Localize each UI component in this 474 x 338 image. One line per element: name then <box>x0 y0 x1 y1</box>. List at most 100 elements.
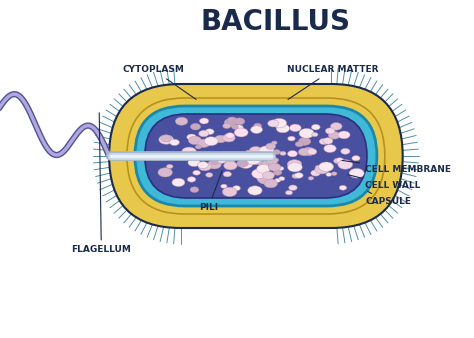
Ellipse shape <box>330 123 342 130</box>
Ellipse shape <box>224 161 237 170</box>
Ellipse shape <box>278 167 284 170</box>
Ellipse shape <box>336 158 344 163</box>
Ellipse shape <box>158 168 173 177</box>
Ellipse shape <box>338 131 350 139</box>
Ellipse shape <box>222 187 237 196</box>
Ellipse shape <box>323 138 333 144</box>
Ellipse shape <box>268 154 275 159</box>
Ellipse shape <box>254 123 262 128</box>
Ellipse shape <box>187 177 196 182</box>
Ellipse shape <box>235 125 243 130</box>
Ellipse shape <box>272 118 287 128</box>
Text: BACILLUS: BACILLUS <box>201 8 351 36</box>
Ellipse shape <box>197 139 210 147</box>
Ellipse shape <box>256 173 271 183</box>
Ellipse shape <box>251 126 263 134</box>
Ellipse shape <box>315 165 322 169</box>
Text: NUCLEAR MATTER: NUCLEAR MATTER <box>286 66 378 99</box>
Ellipse shape <box>252 169 267 178</box>
Ellipse shape <box>161 135 172 142</box>
Ellipse shape <box>319 139 328 145</box>
FancyBboxPatch shape <box>127 98 385 214</box>
Ellipse shape <box>208 160 221 169</box>
Ellipse shape <box>231 125 238 129</box>
Ellipse shape <box>290 124 301 131</box>
Ellipse shape <box>166 164 173 169</box>
Ellipse shape <box>256 165 270 173</box>
Ellipse shape <box>341 148 350 154</box>
Text: CELL MEMBRANE: CELL MEMBRANE <box>342 161 451 174</box>
Ellipse shape <box>295 142 303 147</box>
Ellipse shape <box>206 173 213 177</box>
Ellipse shape <box>258 162 264 165</box>
Ellipse shape <box>328 131 340 139</box>
Text: CAPSULE: CAPSULE <box>365 191 411 207</box>
Ellipse shape <box>311 124 320 130</box>
Ellipse shape <box>182 147 196 156</box>
Ellipse shape <box>234 118 245 125</box>
Ellipse shape <box>170 139 179 145</box>
Ellipse shape <box>292 174 299 178</box>
Ellipse shape <box>334 158 343 164</box>
Ellipse shape <box>248 186 262 195</box>
Ellipse shape <box>188 136 201 145</box>
Ellipse shape <box>280 151 286 155</box>
Ellipse shape <box>287 160 302 169</box>
Ellipse shape <box>299 138 311 145</box>
Ellipse shape <box>349 168 364 178</box>
Ellipse shape <box>259 152 270 159</box>
Ellipse shape <box>308 176 314 180</box>
Ellipse shape <box>299 128 314 138</box>
Ellipse shape <box>201 153 210 159</box>
Ellipse shape <box>254 160 262 165</box>
Ellipse shape <box>200 118 209 124</box>
Ellipse shape <box>218 158 226 163</box>
Ellipse shape <box>221 184 227 188</box>
Ellipse shape <box>175 117 188 125</box>
Ellipse shape <box>294 173 303 178</box>
Ellipse shape <box>245 150 253 155</box>
Ellipse shape <box>288 150 297 157</box>
Ellipse shape <box>324 145 336 152</box>
Text: PILI: PILI <box>199 171 222 213</box>
Ellipse shape <box>211 160 219 165</box>
Ellipse shape <box>195 145 201 149</box>
Ellipse shape <box>307 149 317 155</box>
Ellipse shape <box>325 128 335 134</box>
Ellipse shape <box>298 148 310 156</box>
Ellipse shape <box>191 123 201 130</box>
Ellipse shape <box>331 172 337 175</box>
Ellipse shape <box>190 187 199 192</box>
FancyBboxPatch shape <box>109 84 403 228</box>
Ellipse shape <box>326 173 332 176</box>
Ellipse shape <box>198 162 208 168</box>
Ellipse shape <box>288 136 295 141</box>
Ellipse shape <box>289 165 297 170</box>
Ellipse shape <box>305 130 314 136</box>
Text: FLAGELLUM: FLAGELLUM <box>72 113 131 255</box>
Ellipse shape <box>172 178 185 187</box>
Ellipse shape <box>238 159 253 168</box>
Ellipse shape <box>246 155 261 165</box>
Ellipse shape <box>315 165 329 174</box>
Ellipse shape <box>199 130 209 137</box>
FancyBboxPatch shape <box>135 106 377 206</box>
Ellipse shape <box>261 160 276 169</box>
Ellipse shape <box>232 186 240 191</box>
FancyBboxPatch shape <box>145 114 367 198</box>
Ellipse shape <box>227 117 237 123</box>
Ellipse shape <box>285 190 292 195</box>
Ellipse shape <box>223 123 231 128</box>
Ellipse shape <box>268 120 279 127</box>
Ellipse shape <box>188 159 200 167</box>
Ellipse shape <box>352 155 360 161</box>
Ellipse shape <box>259 146 274 155</box>
Ellipse shape <box>339 185 346 190</box>
Ellipse shape <box>258 160 264 163</box>
Ellipse shape <box>273 150 281 154</box>
Ellipse shape <box>224 119 237 127</box>
Ellipse shape <box>289 185 297 191</box>
Ellipse shape <box>205 129 214 135</box>
Ellipse shape <box>266 157 278 164</box>
Ellipse shape <box>302 147 315 155</box>
